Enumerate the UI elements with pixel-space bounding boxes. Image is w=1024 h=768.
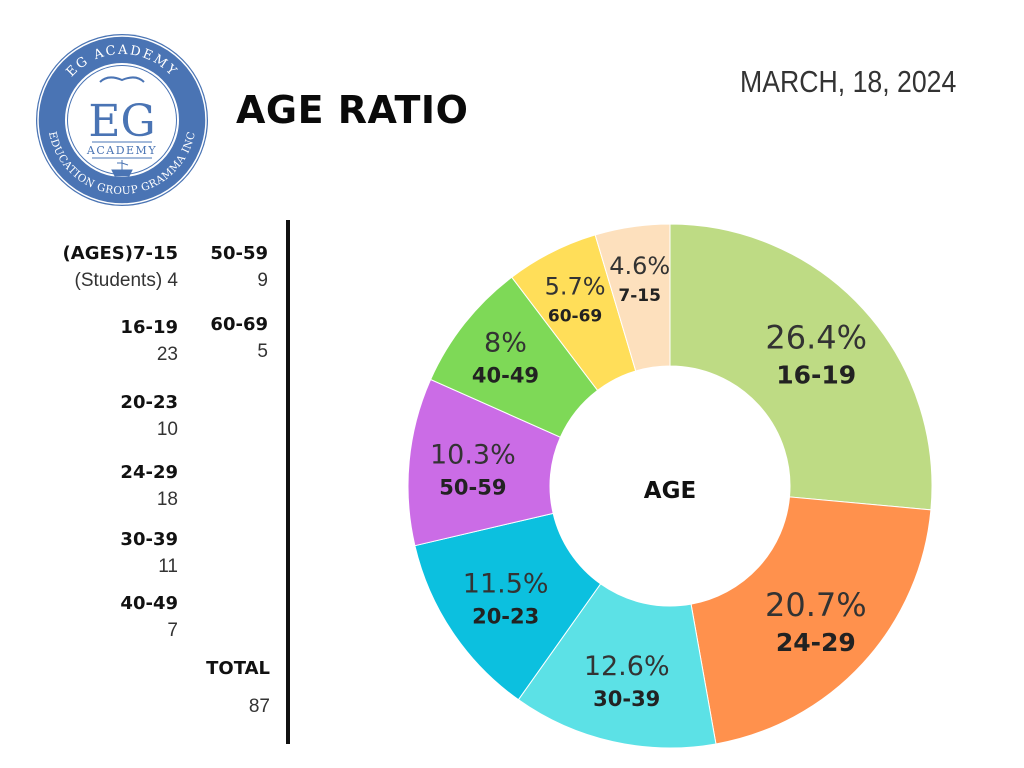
entry-label: 16-19 xyxy=(120,317,178,338)
table-total: TOTAL 87 xyxy=(206,655,270,721)
entry-label: 40-49 xyxy=(120,593,178,614)
donut-slice-20-23 xyxy=(414,512,602,701)
table-entry-24-29: 24-29 18 xyxy=(120,460,178,514)
table-entry-7-15: (AGES)7-15 (Students) 4 xyxy=(63,241,178,295)
slice-category-label: 24-29 xyxy=(776,628,856,657)
slice-value-label: 4.6% xyxy=(609,252,670,280)
entry-value: 11 xyxy=(158,556,178,577)
donut-slice-30-39 xyxy=(517,583,717,749)
slice-category-label: 16-19 xyxy=(776,361,856,390)
eg-academy-logo: EG ACADEMY EDUCATION GROUP GRAMMA INC EG… xyxy=(36,34,208,206)
slice-category-label: 30-39 xyxy=(593,687,660,711)
slice-value-label: 12.6% xyxy=(584,651,670,682)
entry-label: 60-69 xyxy=(210,314,268,335)
entry-value: 18 xyxy=(156,489,178,510)
table-entry-20-23: 20-23 10 xyxy=(120,390,178,444)
entry-value: (Students) 4 xyxy=(74,270,179,291)
logo-monogram: EG xyxy=(88,96,155,147)
table-entry-30-39: 30-39 11 xyxy=(120,527,178,581)
entry-label: 30-39 xyxy=(120,529,178,550)
slice-value-label: 26.4% xyxy=(765,319,867,357)
entry-label: 24-29 xyxy=(120,462,178,483)
page-title: AGE RATIO xyxy=(236,88,469,132)
slice-category-label: 40-49 xyxy=(472,364,539,388)
donut-slice-16-19 xyxy=(669,223,933,511)
entry-value: 9 xyxy=(257,270,268,291)
entry-label: 50-59 xyxy=(210,243,268,264)
donut-slice-7-15 xyxy=(594,223,671,372)
entry-label: (AGES)7-15 xyxy=(62,243,178,264)
entry-value: 5 xyxy=(257,341,268,362)
slice-value-label: 10.3% xyxy=(430,439,516,470)
entry-value: 7 xyxy=(167,620,178,641)
slice-category-label: 60-69 xyxy=(548,307,602,327)
logo-subtext: ACADEMY xyxy=(86,144,157,157)
slice-value-label: 11.5% xyxy=(463,568,549,599)
slice-value-label: 20.7% xyxy=(765,586,867,624)
slice-value-label: 8% xyxy=(484,328,527,359)
age-donut-chart: 26.4% 16-19 20.7% 24-29 12.6% 30-39 11.5% 20-23… xyxy=(407,223,933,749)
donut-slice-24-29 xyxy=(690,496,932,745)
table-entry-60-69: 60-69 5 xyxy=(210,312,268,366)
slice-category-label: 20-23 xyxy=(472,604,539,628)
entry-value: 10 xyxy=(156,419,178,440)
date-label: MARCH, 18, 2024 xyxy=(740,64,957,99)
entry-label: 20-23 xyxy=(120,392,178,413)
total-value: 87 xyxy=(248,696,270,717)
table-entry-40-49: 40-49 7 xyxy=(120,591,178,645)
entry-value: 23 xyxy=(156,344,178,365)
divider-line xyxy=(286,220,290,744)
slice-category-label: 7-15 xyxy=(618,286,661,306)
total-label: TOTAL xyxy=(206,658,270,679)
table-entry-50-59: 50-59 9 xyxy=(210,241,268,295)
chart-center-label: AGE xyxy=(644,478,696,504)
table-entry-16-19: 16-19 23 xyxy=(120,315,178,369)
slice-category-label: 50-59 xyxy=(439,475,506,499)
ship-icon xyxy=(111,160,133,177)
slice-value-label: 5.7% xyxy=(545,273,606,301)
